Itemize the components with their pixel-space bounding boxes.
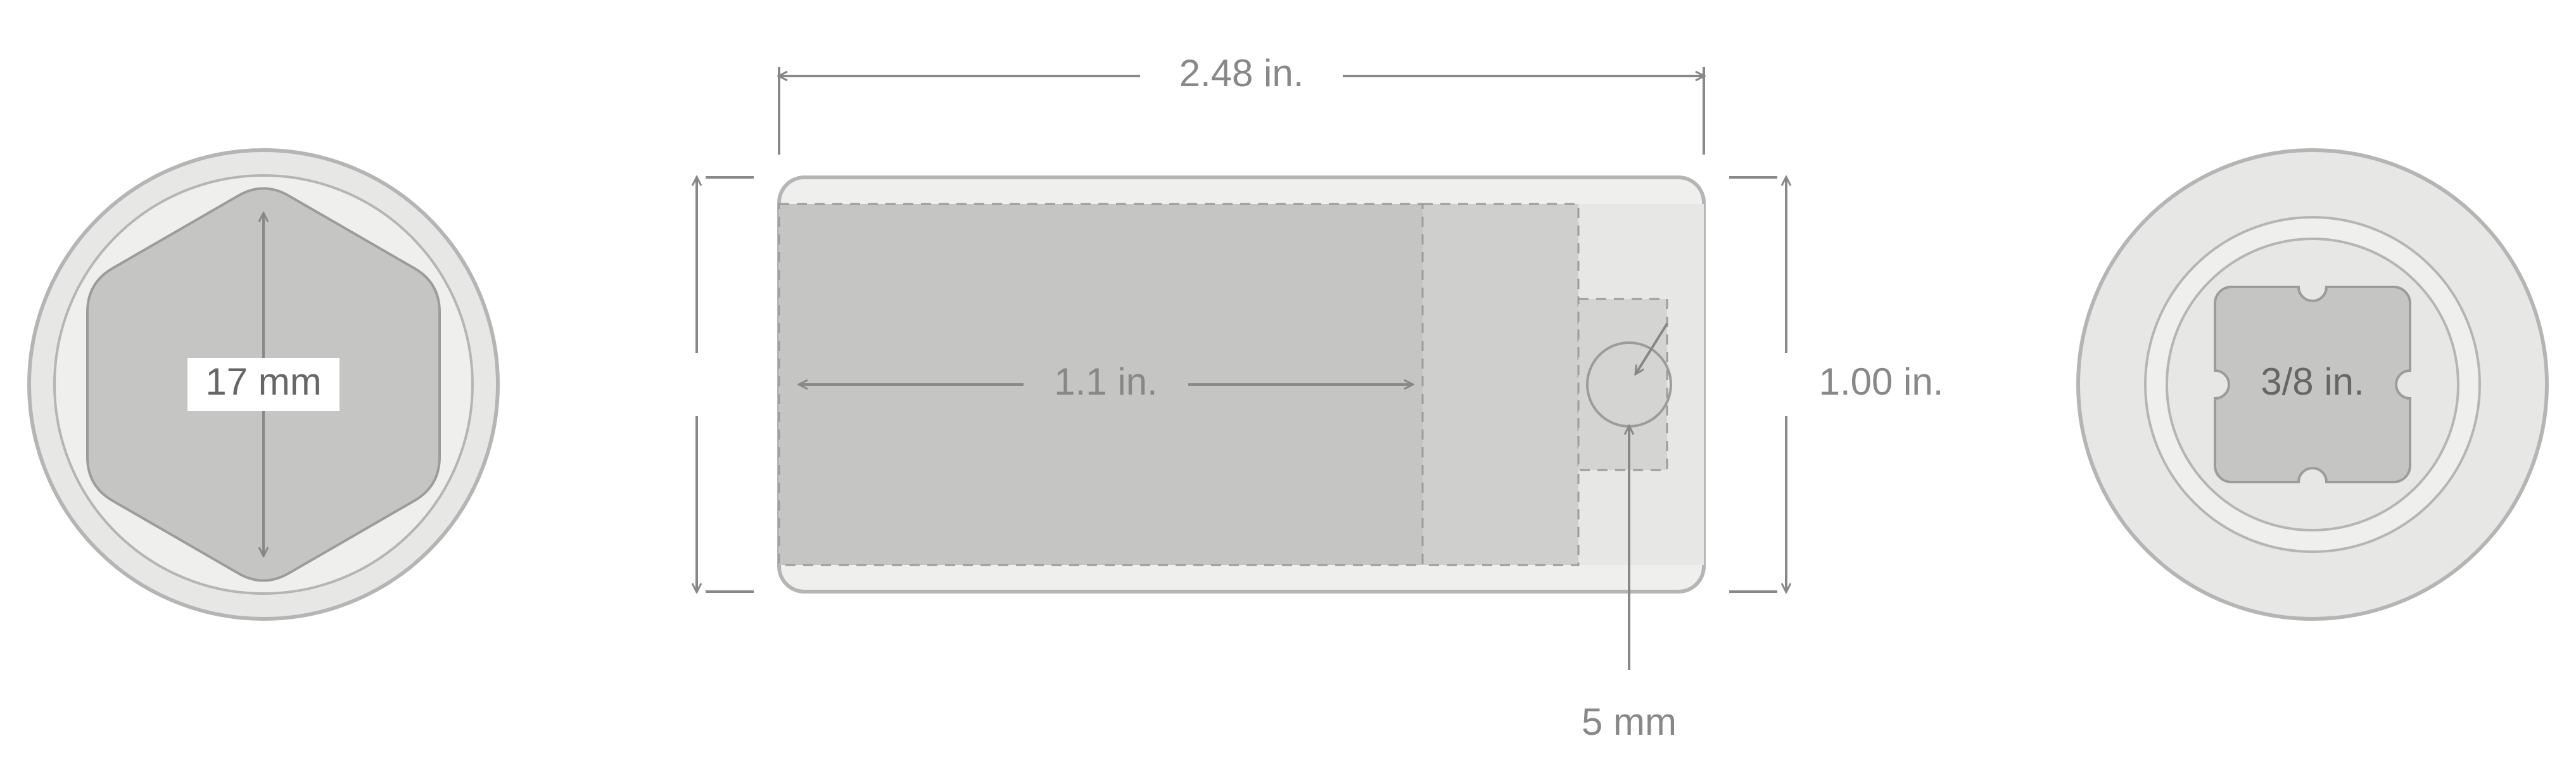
diagram-stage: 17 mm 2.48 in. 1.00 in. 1.00 in. 1.1 in. 5 mm… — [0, 0, 2576, 769]
dim-bore-depth-label: 1.1 in. — [1054, 360, 1157, 403]
hex-end-view: 17 mm — [29, 150, 498, 619]
square-end-view: 3/8 in. — [2078, 150, 2547, 619]
square-drive-label: 3/8 in. — [2261, 360, 2364, 403]
bore-step-2 — [1578, 299, 1667, 470]
pin-hole — [1587, 343, 1671, 426]
dim-height-left-label: 1.00 in. — [552, 360, 677, 403]
diagram-svg: 17 mm 2.48 in. 1.00 in. 1.00 in. 1.1 in. 5 mm… — [0, 0, 2576, 769]
dim-length-label: 2.48 in. — [1179, 52, 1304, 94]
bore-step-0 — [779, 204, 1423, 565]
dim-height-right-label: 1.00 in. — [1819, 360, 1944, 403]
hex-size-label: 17 mm — [205, 360, 321, 403]
square-drive — [2215, 287, 2410, 482]
dim-pin-label: 5 mm — [1582, 701, 1677, 743]
side-view: 2.48 in. 1.00 in. 1.00 in. 1.1 in. 5 mm — [526, 52, 1970, 743]
bore-step-1 — [1423, 204, 1578, 565]
